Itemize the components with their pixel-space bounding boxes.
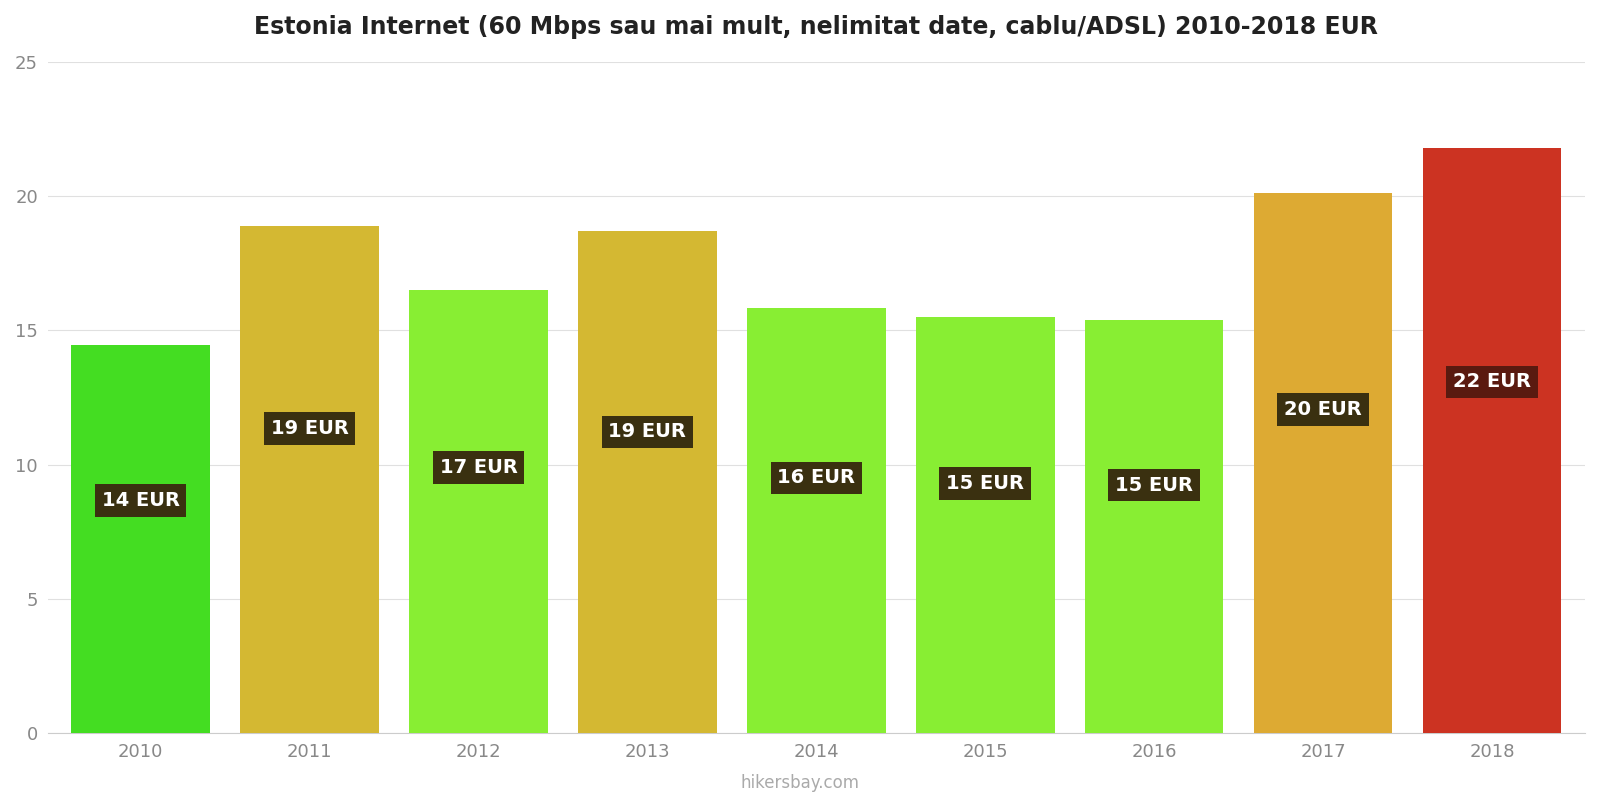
Text: 17 EUR: 17 EUR (440, 458, 517, 477)
Text: 15 EUR: 15 EUR (1115, 475, 1194, 494)
Text: 22 EUR: 22 EUR (1453, 373, 1531, 391)
Bar (410, 290, 547, 734)
Bar (1422, 148, 1562, 734)
Text: 19 EUR: 19 EUR (270, 419, 349, 438)
Text: hikersbay.com: hikersbay.com (741, 774, 859, 792)
Bar (917, 317, 1054, 734)
Bar (578, 231, 717, 734)
Bar (1085, 320, 1224, 734)
Bar (240, 226, 379, 734)
Text: 15 EUR: 15 EUR (946, 474, 1024, 493)
Text: 19 EUR: 19 EUR (608, 422, 686, 442)
Title: Estonia Internet (60 Mbps sau mai mult, nelimitat date, cablu/ADSL) 2010-2018 EU: Estonia Internet (60 Mbps sau mai mult, … (254, 15, 1378, 39)
Text: 16 EUR: 16 EUR (778, 468, 856, 487)
Text: 14 EUR: 14 EUR (102, 491, 179, 510)
Bar (72, 345, 210, 734)
Bar (1254, 194, 1392, 734)
Text: 20 EUR: 20 EUR (1285, 400, 1362, 419)
Bar (747, 307, 886, 734)
